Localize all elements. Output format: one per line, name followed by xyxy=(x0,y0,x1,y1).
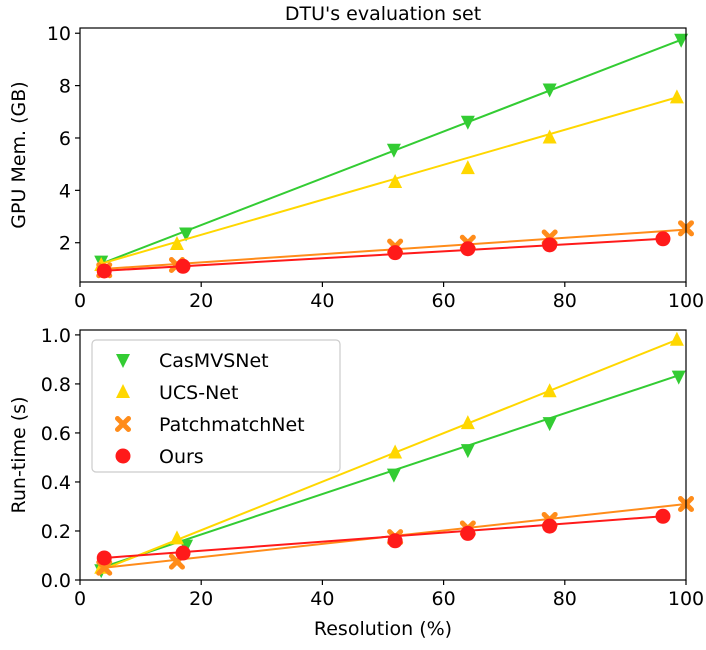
plot-frame xyxy=(79,329,687,581)
data-point xyxy=(542,83,557,98)
data-point xyxy=(96,550,112,566)
data-point xyxy=(169,530,184,545)
data-point xyxy=(460,241,476,257)
y-tick-label: 0.2 xyxy=(41,521,71,543)
x-tick-label: 100 xyxy=(668,290,704,312)
y-tick-label: 0.8 xyxy=(41,374,71,396)
data-point xyxy=(460,160,475,175)
x-tick-label: 80 xyxy=(553,290,577,312)
y-tick-label: 2 xyxy=(59,233,71,255)
legend-label: UCS-Net xyxy=(159,382,238,404)
data-point xyxy=(386,143,401,158)
fit-line xyxy=(100,96,678,265)
fit-line xyxy=(104,515,664,559)
x-tick-label: 0 xyxy=(74,290,86,312)
legend-box xyxy=(91,339,341,473)
y-tick-label: 0.0 xyxy=(41,570,71,592)
x-tick-label: 80 xyxy=(553,588,577,610)
y-tick-label: 0.4 xyxy=(41,472,71,494)
data-point xyxy=(542,383,557,398)
y-axis-label: Run-time (s) xyxy=(8,397,30,514)
legend-item: CasMVSNet xyxy=(116,350,269,372)
data-point xyxy=(674,33,689,48)
data-point xyxy=(460,415,475,430)
data-point xyxy=(388,444,403,459)
legend-marker xyxy=(116,354,130,368)
data-point xyxy=(387,533,403,549)
data-point xyxy=(669,331,684,346)
y-tick-label: 10 xyxy=(47,23,71,45)
legend-item: PatchmatchNet xyxy=(115,414,305,436)
plot-frame xyxy=(79,27,687,283)
x-tick-label: 100 xyxy=(668,588,704,610)
series-casmvsnet xyxy=(94,33,689,270)
data-point xyxy=(655,231,671,247)
y-tick-label: 4 xyxy=(59,180,71,202)
data-point xyxy=(460,525,476,541)
x-tick-label: 0 xyxy=(74,588,86,610)
legend-item: Ours xyxy=(115,446,204,468)
x-axis-label: Resolution (%) xyxy=(314,618,452,640)
data-point xyxy=(96,263,112,279)
data-point xyxy=(669,89,684,104)
x-tick-label: 60 xyxy=(432,588,456,610)
runtime-chart: 0 20 40 60 80 100 0.0 0.2 0.4 0.6 0.8 1.0 Run-time (… xyxy=(8,325,704,640)
x-tick-label: 20 xyxy=(189,588,213,610)
fit-line xyxy=(104,237,664,272)
legend-marker xyxy=(116,384,130,398)
data-point xyxy=(542,129,557,144)
y-tick-label: 0.6 xyxy=(41,423,71,445)
data-point xyxy=(460,115,475,130)
x-tick-label: 40 xyxy=(310,588,334,610)
chart-title: DTU's evaluation set xyxy=(285,3,481,25)
gpu-memory-chart: 0 20 40 60 80 100 2 4 6 8 10 GPU Mem. (GB) xyxy=(8,23,704,312)
x-tick-label: 40 xyxy=(310,290,334,312)
data-point xyxy=(169,236,184,251)
data-point xyxy=(175,258,191,274)
legend-item: UCS-Net xyxy=(116,382,238,404)
legend-label: PatchmatchNet xyxy=(159,414,305,436)
data-point xyxy=(179,227,194,242)
series-ours xyxy=(96,231,671,279)
legend: CasMVSNet UCS-Net PatchmatchNet Ours xyxy=(91,339,341,473)
fit-line xyxy=(100,338,678,572)
data-point xyxy=(542,237,558,253)
data-point xyxy=(460,444,475,459)
y-tick-label: 1.0 xyxy=(41,325,71,347)
series-ucs-net xyxy=(94,331,684,574)
series-ours xyxy=(96,508,671,566)
y-tick-label: 8 xyxy=(59,76,71,98)
y-tick-label: 6 xyxy=(59,128,71,150)
legend-label: CasMVSNet xyxy=(159,350,269,372)
legend-marker xyxy=(115,448,131,464)
data-point xyxy=(175,545,191,561)
data-point xyxy=(542,518,558,534)
data-point xyxy=(655,508,671,524)
data-point xyxy=(671,370,686,385)
legend-label: Ours xyxy=(159,446,204,468)
x-tick-label: 60 xyxy=(432,290,456,312)
data-point xyxy=(542,417,557,432)
data-point xyxy=(388,173,403,188)
data-point xyxy=(386,468,401,483)
legend-marker xyxy=(115,416,131,432)
data-point xyxy=(387,245,403,261)
y-axis-label: GPU Mem. (GB) xyxy=(8,81,30,228)
x-tick-label: 20 xyxy=(189,290,213,312)
